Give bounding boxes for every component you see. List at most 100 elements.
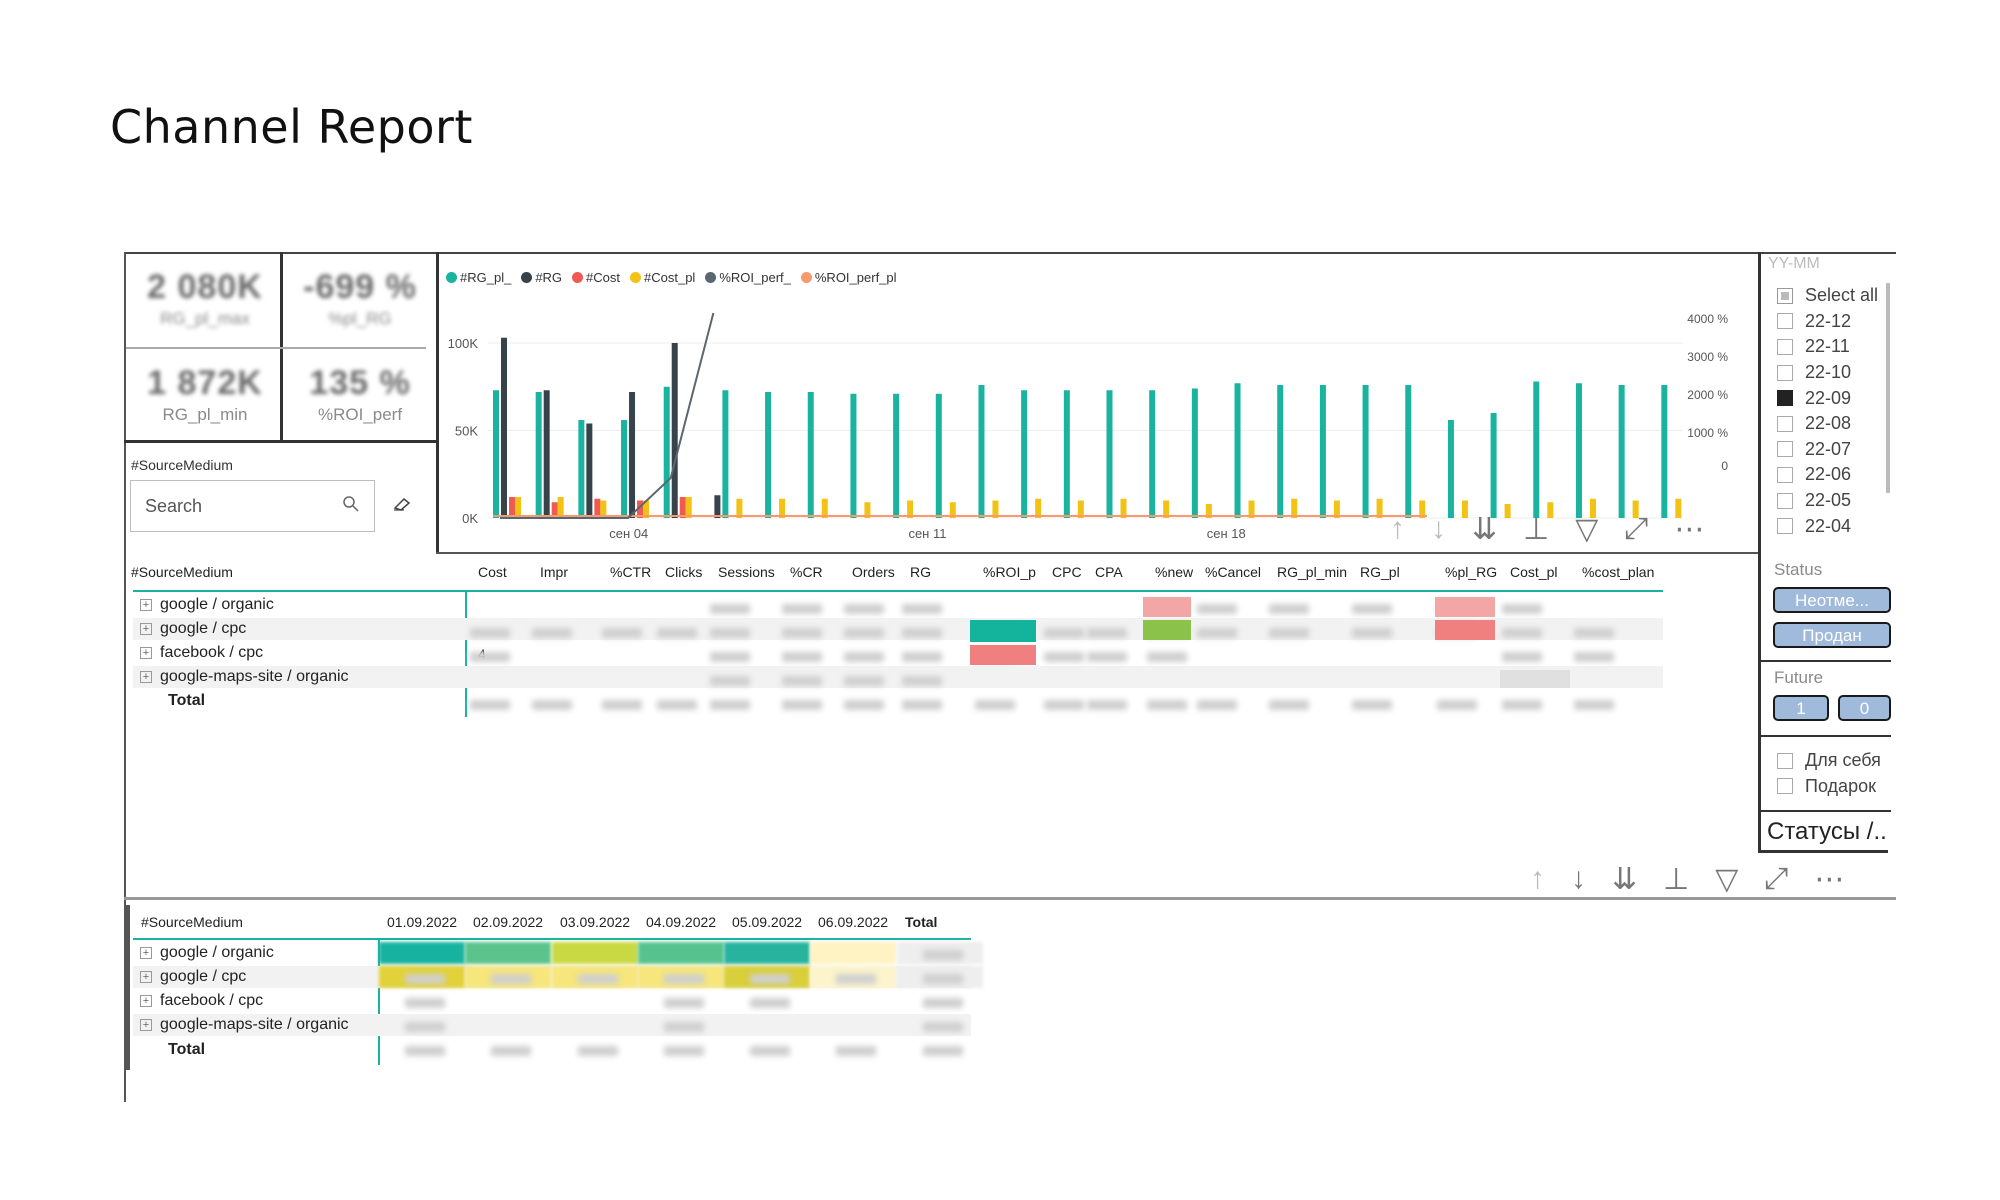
bar-rg[interactable] — [671, 343, 678, 518]
statuses-card[interactable]: Статусы /.. — [1767, 818, 1887, 845]
bar-rgpl[interactable] — [935, 393, 942, 518]
table-row[interactable]: + google-maps-site / organic — [140, 668, 349, 686]
bar-rgpl[interactable] — [1063, 390, 1070, 518]
date-col-header[interactable]: 01.09.2022 — [387, 914, 458, 930]
future-chip-0[interactable]: 0 — [1838, 695, 1891, 721]
bar-costpl[interactable] — [1120, 498, 1127, 518]
table-row[interactable]: + google / organic — [140, 596, 274, 614]
date-col-header[interactable]: 04.09.2022 — [646, 914, 717, 930]
bar-rgpl[interactable] — [621, 420, 628, 518]
bar-rg[interactable] — [586, 423, 593, 519]
expand-icon[interactable]: + — [140, 599, 152, 611]
main-col-header[interactable]: %CTR — [610, 564, 652, 580]
legend-item[interactable]: #Cost_pl — [630, 270, 695, 285]
bar-costpl[interactable] — [949, 502, 956, 518]
bar-costpl[interactable] — [557, 497, 564, 518]
expand-hierarchy-icon[interactable]: ⊥ — [1523, 513, 1550, 546]
table-row[interactable]: + google / organic — [140, 944, 274, 962]
bar-costpl[interactable] — [1035, 498, 1042, 518]
bar-cost[interactable] — [679, 497, 686, 518]
status-chip-unmarked[interactable]: Неотме... — [1773, 587, 1891, 613]
expand-icon[interactable]: + — [140, 623, 152, 635]
main-col-header[interactable]: Clicks — [665, 564, 703, 580]
bar-rgpl[interactable] — [765, 392, 772, 518]
period-slicer-scrollbar[interactable] — [1886, 283, 1890, 493]
main-col-header[interactable]: RG — [910, 564, 931, 580]
legend-item[interactable]: #RG_pl_ — [446, 270, 511, 285]
bar-costpl[interactable] — [907, 500, 914, 519]
bar-rgpl[interactable] — [1191, 388, 1198, 519]
period-option[interactable]: 22-10 — [1777, 360, 1878, 386]
bar-costpl[interactable] — [1333, 500, 1340, 519]
checkbox[interactable] — [1777, 364, 1793, 381]
bar-rgpl[interactable] — [1405, 385, 1412, 518]
main-col-header[interactable]: %ROI_p — [983, 564, 1036, 580]
main-col-header[interactable]: Impr — [540, 564, 568, 580]
checkbox[interactable] — [1777, 752, 1793, 769]
more-options-icon[interactable]: ⋯ — [1674, 513, 1705, 546]
main-col-header[interactable]: %cost_plan — [1582, 564, 1655, 580]
bar-rgpl[interactable] — [1021, 390, 1028, 518]
bar-costpl[interactable] — [1461, 500, 1468, 519]
bar-costpl[interactable] — [1163, 500, 1170, 519]
bar-rgpl[interactable] — [1149, 390, 1156, 518]
checkbox[interactable] — [1777, 466, 1793, 483]
checkbox[interactable] — [1777, 778, 1793, 795]
main-col-header[interactable]: CPC — [1052, 564, 1082, 580]
bar-rgpl[interactable] — [1234, 383, 1241, 518]
expand-hierarchy-icon[interactable]: ⊥ — [1663, 863, 1690, 896]
checkbox[interactable] — [1777, 313, 1793, 330]
main-col-header[interactable]: %new — [1155, 564, 1194, 580]
bar-rgpl[interactable] — [1533, 381, 1540, 519]
legend-item[interactable]: #Cost — [572, 270, 620, 285]
date-col-header[interactable]: 05.09.2022 — [732, 914, 803, 930]
search-icon[interactable] — [342, 495, 360, 518]
expand-icon[interactable]: + — [140, 971, 152, 983]
bar-rgpl[interactable] — [578, 420, 585, 518]
bar-cost[interactable] — [551, 502, 558, 518]
bar-rg[interactable] — [714, 495, 721, 518]
period-option[interactable]: 22-05 — [1777, 488, 1878, 514]
checkbox[interactable] — [1777, 338, 1793, 355]
table-row[interactable]: + facebook / cpc — [140, 992, 263, 1010]
filter-icon[interactable]: ▽ — [1715, 863, 1739, 896]
checkbox[interactable] — [1777, 287, 1793, 304]
expand-icon[interactable]: + — [140, 995, 152, 1007]
bar-costpl[interactable] — [1205, 504, 1212, 518]
bar-costpl[interactable] — [1589, 498, 1596, 518]
next-level-icon[interactable]: ⇊ — [1472, 513, 1498, 546]
bar-costpl[interactable] — [736, 498, 743, 518]
bar-cost[interactable] — [594, 498, 601, 518]
bar-rgpl[interactable] — [807, 392, 814, 518]
bar-rgpl[interactable] — [1277, 385, 1284, 518]
bar-rgpl[interactable] — [1447, 420, 1454, 518]
date-row-header[interactable]: #SourceMedium — [141, 914, 243, 930]
main-col-header[interactable]: %CR — [790, 564, 823, 580]
main-col-header[interactable]: %pl_RG — [1445, 564, 1498, 580]
filter-icon[interactable]: ▽ — [1575, 513, 1599, 546]
table-row[interactable]: + google-maps-site / organic — [140, 1016, 349, 1034]
bar-costpl[interactable] — [515, 497, 521, 518]
main-col-header[interactable]: Sessions — [718, 564, 775, 580]
bar-rgpl[interactable] — [978, 385, 985, 518]
legend-item[interactable]: #RG — [521, 270, 562, 285]
status-chip-sold[interactable]: Продан — [1773, 622, 1891, 648]
purpose-option[interactable]: Подарок — [1777, 774, 1881, 800]
bar-costpl[interactable] — [1675, 498, 1682, 518]
date-col-header[interactable]: 03.09.2022 — [560, 914, 631, 930]
bar-costpl[interactable] — [1504, 504, 1511, 518]
focus-mode-icon[interactable]: ⤢ — [1624, 512, 1649, 545]
checkbox[interactable] — [1777, 441, 1793, 458]
bar-costpl[interactable] — [992, 500, 999, 519]
bar-rgpl[interactable] — [1106, 390, 1113, 518]
main-col-header[interactable]: RG_pl — [1360, 564, 1400, 580]
bar-cost[interactable] — [509, 497, 515, 518]
future-chip-1[interactable]: 1 — [1773, 695, 1829, 721]
bar-rg[interactable] — [543, 390, 550, 518]
drill-down-icon[interactable]: ↓ — [1571, 862, 1586, 895]
checkbox[interactable] — [1777, 390, 1793, 407]
table-row[interactable]: + google / cpc — [140, 620, 246, 638]
bar-costpl[interactable] — [1419, 500, 1426, 519]
bar-rgpl[interactable] — [1362, 385, 1369, 518]
main-col-header[interactable]: Cost — [478, 564, 507, 580]
